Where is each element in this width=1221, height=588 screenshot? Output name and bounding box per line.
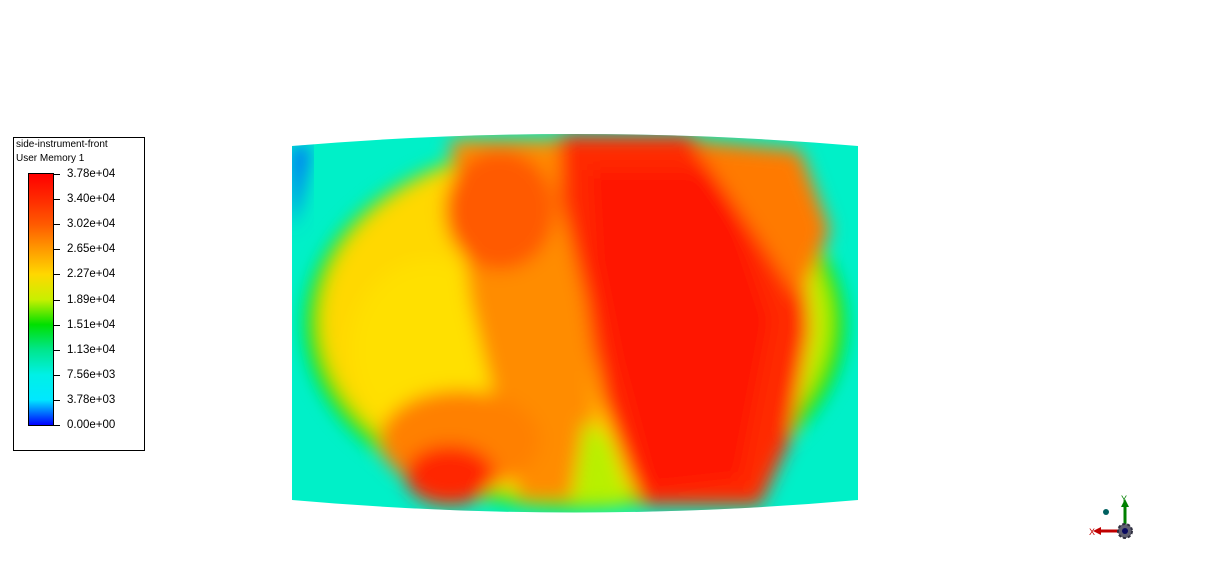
colorbar-tick-label: 3.78e+04 <box>67 168 116 180</box>
x-axis-arrowhead <box>1093 527 1101 535</box>
y-axis-label: Y <box>1121 494 1127 504</box>
contour-field <box>292 134 858 513</box>
colorbar-tick <box>54 249 60 251</box>
colorbar-tick <box>54 324 60 326</box>
triad-dot <box>1103 509 1109 515</box>
colorbar-tick-label: 2.27e+04 <box>67 268 116 281</box>
colorbar-tick-label: 3.40e+04 <box>67 193 116 206</box>
colorbar-tick-label: 3.02e+04 <box>67 218 116 231</box>
colorbar-tick <box>54 425 60 426</box>
colorbar-tick <box>54 399 60 401</box>
color-legend: side-instrument-front User Memory 1 3.78… <box>13 137 145 451</box>
colorbar-tick <box>54 199 60 201</box>
colorbar-tick-label: 1.51e+04 <box>67 318 116 331</box>
colorbar-tick-label: 0.00e+00 <box>67 419 116 431</box>
colorbar-tick <box>54 174 60 175</box>
colorbar-tick <box>54 224 60 226</box>
colorbar-tick-label: 2.65e+04 <box>67 243 116 256</box>
y-axis-arrowhead <box>1121 499 1129 507</box>
colorbar-tick <box>54 299 60 301</box>
colorbar-tick <box>54 374 60 376</box>
x-axis-label: X <box>1089 527 1095 537</box>
colorbar-tick-label: 7.56e+03 <box>67 368 116 381</box>
colorbar-tick <box>54 349 60 351</box>
origin-center <box>1122 528 1128 534</box>
colorbar-tick-label: 1.13e+04 <box>67 343 116 356</box>
legend-subtitle: User Memory 1 <box>16 153 85 164</box>
colorbar-tick-label: 3.78e+03 <box>67 393 116 406</box>
colorbar-tick <box>54 274 60 276</box>
colorbar <box>28 173 54 426</box>
colorbar-tick-label: 1.89e+04 <box>67 293 116 306</box>
axis-triad[interactable]: Y X <box>1085 493 1145 548</box>
legend-title: side-instrument-front <box>16 139 108 150</box>
